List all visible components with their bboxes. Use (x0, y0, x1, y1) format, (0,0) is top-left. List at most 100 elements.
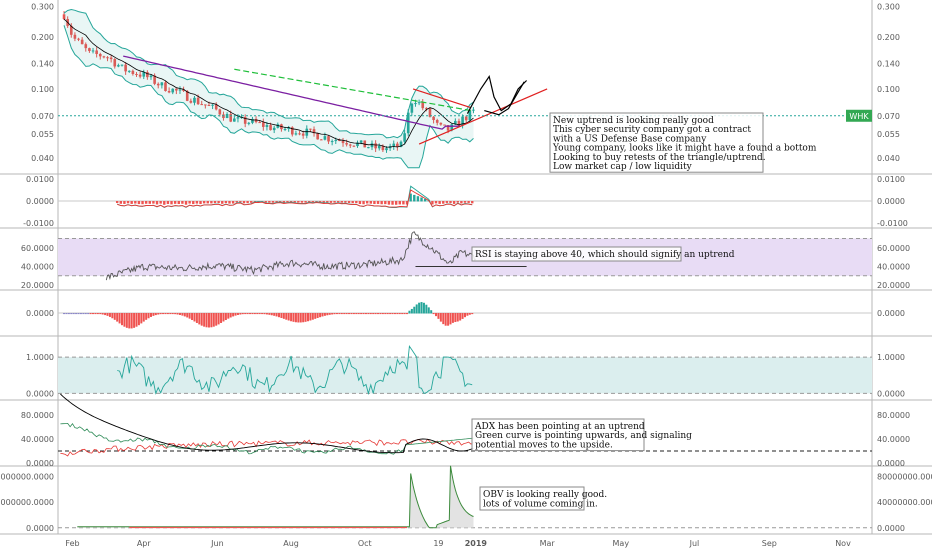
histogram-bar (444, 313, 447, 326)
histogram-bar (239, 313, 242, 315)
y-tick-label-left: 0.055 (31, 130, 54, 139)
histogram-bar (278, 313, 281, 318)
macd-histogram-bar (308, 201, 311, 203)
candle-body (316, 133, 319, 140)
candle-body (156, 83, 160, 86)
annotation-text: lots of volume coming in. (483, 500, 598, 510)
macd-histogram-bar (365, 201, 369, 204)
x-tick-label: 2019 (465, 539, 488, 548)
candle-body (254, 118, 258, 123)
histogram-bar (183, 313, 186, 317)
y-tick-label-right: 0.040 (877, 154, 900, 163)
histogram-bar (75, 313, 78, 315)
candle-body (243, 117, 247, 124)
macd-histogram-bar (264, 201, 267, 203)
macd-histogram-bar (188, 201, 191, 204)
candle-body (406, 112, 410, 134)
candle-body (468, 110, 472, 121)
candle-body (472, 109, 475, 111)
annotation-text: This cyber security company got a contra… (553, 125, 751, 135)
candle-body (435, 120, 439, 123)
macd-histogram-bar (184, 201, 188, 205)
candle-body (149, 75, 153, 78)
candle-body (450, 124, 454, 131)
histogram-bar (99, 313, 102, 315)
histogram-bar (164, 313, 167, 315)
candle-body (443, 124, 446, 126)
series-layer (58, 8, 872, 529)
histogram-bar (181, 313, 184, 316)
candle-body (88, 48, 91, 51)
macd-histogram-bar (467, 201, 470, 203)
histogram-bar (253, 313, 256, 315)
candle-body (446, 125, 450, 131)
macd-histogram-bar (289, 201, 293, 203)
macd-histogram-bar (322, 201, 325, 203)
macd-histogram-bar (163, 201, 166, 205)
macd-histogram-bar (409, 193, 412, 202)
candle-body (77, 38, 80, 40)
histogram-bar (311, 313, 314, 320)
histogram-bar (207, 313, 210, 328)
histogram-bar (292, 313, 295, 322)
macd-histogram-bar (434, 201, 438, 204)
macd-histogram-bar (115, 201, 119, 204)
histogram-bar (410, 308, 413, 314)
histogram-bar (87, 313, 90, 315)
histogram-bar (413, 306, 416, 314)
candle-body (84, 44, 88, 49)
histogram-bar (369, 313, 372, 315)
candle-body (131, 70, 135, 75)
moving-average (63, 18, 474, 148)
symbol-badge[interactable]: WHK (846, 109, 872, 122)
histogram-bar (116, 313, 119, 322)
histogram-bar (350, 313, 353, 315)
y-tick-label-left: 20.0000 (21, 281, 54, 290)
histogram-bar (287, 313, 290, 321)
candle-body (200, 104, 204, 106)
macd-histogram-bar (387, 201, 391, 205)
histogram-bar (217, 313, 220, 325)
candle-body (301, 133, 305, 136)
candle-body (69, 25, 73, 35)
candle-body (396, 143, 399, 147)
histogram-bar (381, 313, 384, 315)
macd-histogram-bar (376, 201, 380, 204)
histogram-bar (67, 313, 70, 315)
histogram-bar (456, 313, 459, 322)
histogram-bar (149, 313, 152, 317)
histogram-bar (442, 313, 445, 325)
histogram-bar (84, 313, 87, 315)
macd-histogram-bar (344, 201, 347, 203)
histogram-bar (227, 313, 230, 319)
histogram-bar (273, 313, 276, 316)
histogram-bar (198, 313, 201, 325)
y-tick-label-left: 0.300 (31, 2, 54, 11)
candle-body (113, 59, 117, 67)
obv-line (77, 465, 474, 529)
macd-histogram-bar (442, 201, 445, 204)
candle-body (309, 128, 312, 130)
projected-path-alt (484, 81, 525, 116)
histogram-bar (135, 313, 138, 327)
histogram-bar (449, 313, 452, 325)
histogram-bar (321, 313, 324, 317)
histogram-bar (236, 313, 239, 315)
histogram-bar (280, 313, 283, 318)
x-tick-label: Apr (137, 539, 152, 548)
histogram-bar (437, 313, 440, 319)
macd-histogram-bar (445, 201, 449, 203)
macd-histogram-bar (318, 201, 322, 203)
y-tick-label-left: 80000000.0000 (0, 473, 54, 482)
macd-histogram-bar (210, 201, 213, 204)
histogram-bar (451, 313, 454, 323)
rsi-line (105, 231, 477, 281)
y-tick-label-right: -0.0100 (877, 219, 908, 228)
histogram-bar (406, 313, 409, 315)
histogram-bar (297, 313, 300, 323)
macd-histogram-bar (369, 201, 372, 204)
macd-histogram-bar (130, 201, 133, 204)
